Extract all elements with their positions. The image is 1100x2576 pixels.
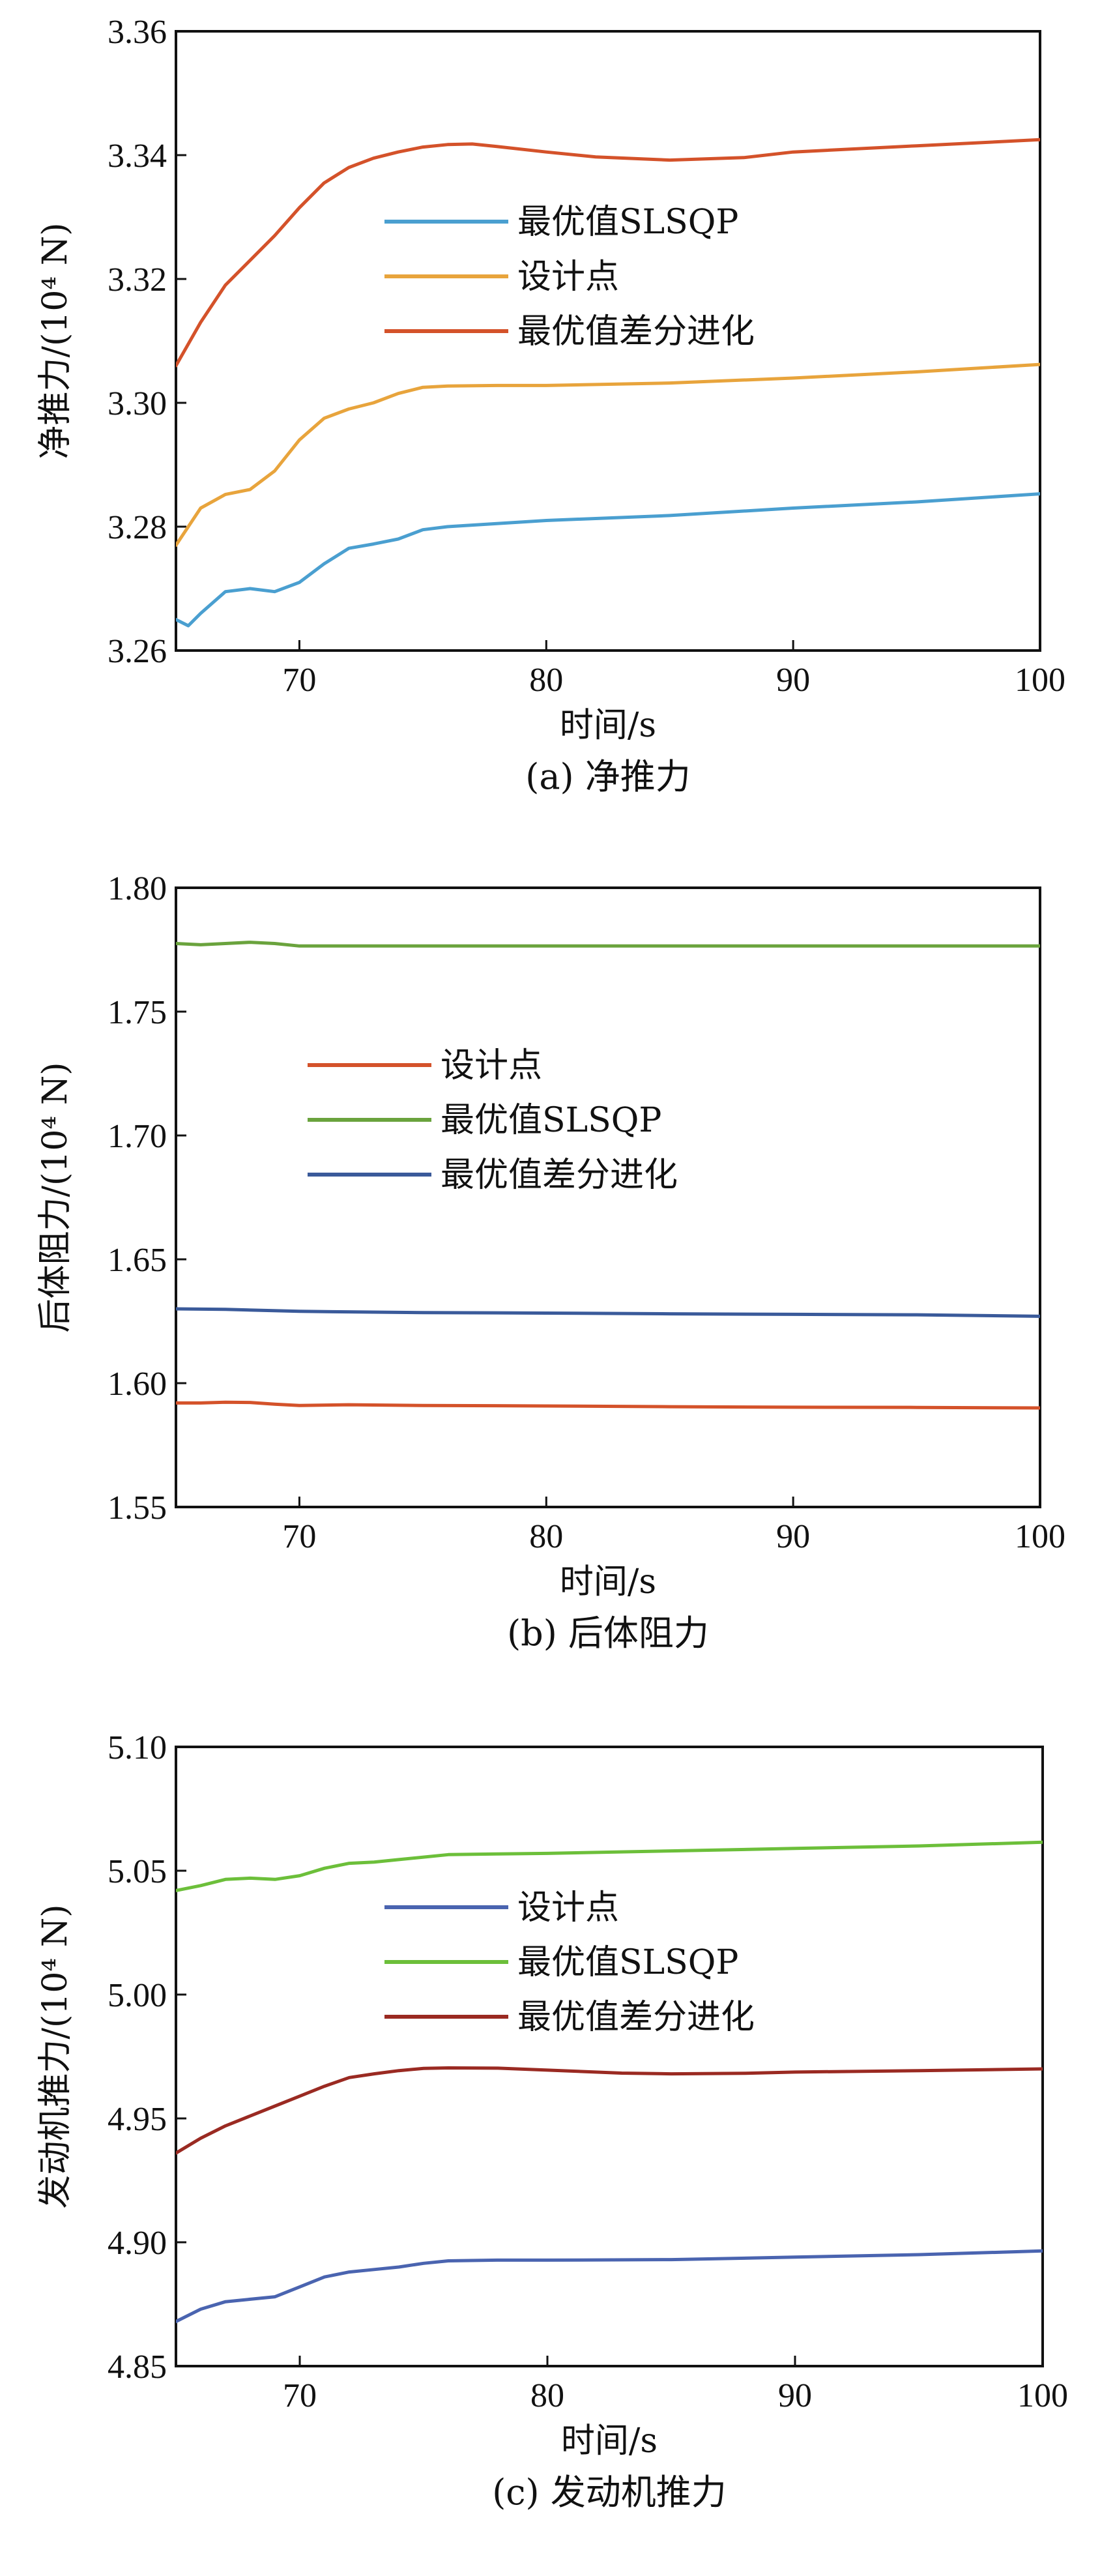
y-tick-label: 1.60 <box>108 1366 167 1403</box>
series-line-2 <box>176 1840 1043 1892</box>
y-tick-label: 3.26 <box>108 633 167 670</box>
y-tick-label: 5.10 <box>108 1729 167 1766</box>
y-tick-label: 1.75 <box>108 994 167 1031</box>
y-tick-label: 3.28 <box>108 509 167 546</box>
x-axis-label: 时间/s <box>560 706 656 745</box>
y-tick-label: 4.90 <box>108 2225 167 2262</box>
panel-caption: (a) 净推力 <box>525 756 691 797</box>
x-tick-label: 100 <box>1015 1518 1065 1555</box>
panel-engine-thrust: 时间/s 发动机推力/(10⁴ N) (c) 发动机推力 70 80 90 100 4.… <box>36 1729 1068 2513</box>
x-tick-label: 70 <box>282 662 316 699</box>
legend-label: 最优值SLSQP <box>517 1943 738 1982</box>
series-line-1 <box>176 1400 1040 1410</box>
x-tick-label: 70 <box>283 2377 317 2414</box>
y-tick-label: 5.00 <box>108 1977 167 2014</box>
y-tick-label: 3.34 <box>108 138 167 175</box>
series-line-1 <box>176 492 1040 628</box>
y-axis-label: 发动机推力/(10⁴ N) <box>36 1904 75 2208</box>
x-tick-label: 80 <box>529 1518 563 1555</box>
x-axis-label: 时间/s <box>561 2422 658 2461</box>
x-tick-label: 100 <box>1017 2377 1068 2414</box>
y-tick-label: 1.65 <box>108 1242 167 1279</box>
legend-label: 设计点 <box>441 1046 542 1085</box>
legend-label: 设计点 <box>517 1888 619 1927</box>
legend-label: 最优值差分进化 <box>441 1156 678 1195</box>
x-tick-label: 80 <box>529 662 563 699</box>
series-line-3 <box>176 1307 1040 1318</box>
y-tick-label: 4.95 <box>108 2101 167 2138</box>
x-tick-label: 90 <box>776 662 810 699</box>
panel-net-thrust: 时间/s 净推力/(10⁴ N) (a) 净推力 70 80 90 100 3.26 3.… <box>36 14 1065 797</box>
plot-frame <box>175 886 1041 1508</box>
series-line-1 <box>176 2249 1043 2324</box>
legend-label: 设计点 <box>517 257 619 297</box>
legend-label: 最优值SLSQP <box>517 203 738 242</box>
x-tick-label: 80 <box>530 2377 564 2414</box>
x-tick-label: 90 <box>778 2377 812 2414</box>
legend-label: 最优值差分进化 <box>517 312 755 351</box>
y-tick-label: 3.30 <box>108 385 167 422</box>
series-line-3 <box>176 2066 1043 2155</box>
y-tick-label: 4.85 <box>108 2349 167 2386</box>
x-tick-label: 70 <box>282 1518 316 1555</box>
y-tick-label: 3.36 <box>108 14 167 51</box>
legend-label: 最优值差分进化 <box>517 1998 755 2037</box>
y-tick-label: 3.32 <box>108 261 167 299</box>
series-line-2 <box>176 362 1040 547</box>
plot-frame <box>175 30 1041 652</box>
y-axis-label: 后体阻力/(10⁴ N) <box>36 1062 75 1332</box>
y-axis-label: 净推力/(10⁴ N) <box>36 222 75 459</box>
y-tick-label: 1.55 <box>108 1489 167 1527</box>
series-line-3 <box>176 138 1040 368</box>
plot-frame <box>175 1746 1044 2367</box>
x-axis-label: 时间/s <box>560 1562 656 1602</box>
panel-caption: (b) 后体阻力 <box>507 1613 709 1654</box>
x-tick-label: 100 <box>1015 662 1065 699</box>
y-tick-label: 1.70 <box>108 1118 167 1155</box>
series-line-2 <box>176 941 1040 948</box>
x-tick-label: 90 <box>776 1518 810 1555</box>
y-tick-label: 5.05 <box>108 1853 167 1890</box>
panel-afterbody-drag: 时间/s 后体阻力/(10⁴ N) (b) 后体阻力 70 80 90 100 1.55… <box>36 870 1065 1654</box>
legend-label: 最优值SLSQP <box>441 1101 661 1140</box>
panel-caption: (c) 发动机推力 <box>492 2472 727 2513</box>
y-tick-label: 1.80 <box>108 870 167 907</box>
